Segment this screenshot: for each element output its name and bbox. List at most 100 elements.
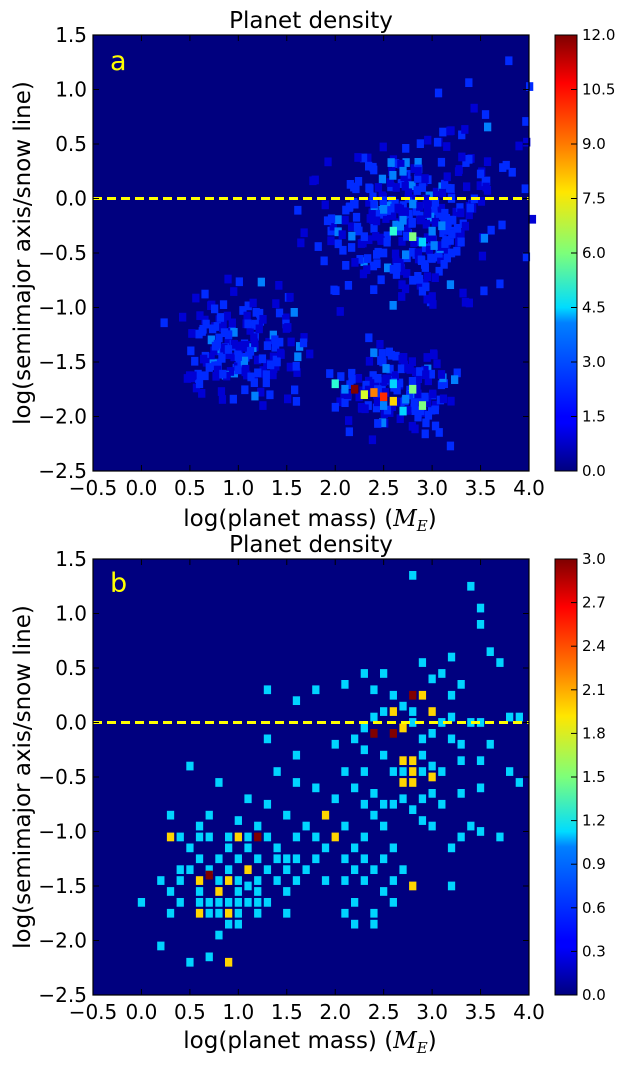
- heatmap-cell: [388, 402, 397, 412]
- heatmap-cell: [409, 718, 417, 727]
- heatmap-cell: [397, 159, 405, 169]
- heatmap-cell: [521, 184, 529, 194]
- heatmap-cell: [368, 208, 376, 218]
- heatmap-cell: [257, 277, 265, 287]
- heatmap-cell: [194, 369, 202, 379]
- colorbar-tick-label: 0.6: [582, 899, 606, 917]
- heatmap-cell: [446, 280, 455, 290]
- x-tick-label: 1.5: [271, 476, 303, 500]
- heatmap-cell: [195, 832, 204, 842]
- y-tick-label: −0.5: [38, 241, 87, 265]
- heatmap-cell: [336, 397, 344, 407]
- heatmap-cell: [441, 208, 449, 218]
- heatmap-cell: [383, 237, 391, 247]
- heatmap-cell: [392, 351, 400, 361]
- heatmap-cell: [418, 237, 427, 247]
- heatmap-cell: [399, 701, 407, 711]
- heatmap-cell: [389, 211, 397, 220]
- heatmap-cell: [438, 669, 446, 678]
- heatmap-cell: [400, 353, 408, 362]
- heatmap-cell: [456, 203, 464, 212]
- heatmap-cell: [424, 209, 432, 218]
- heatmap-cell: [263, 359, 271, 369]
- heatmap-cell: [229, 394, 237, 404]
- heatmap-cell: [405, 209, 413, 219]
- heatmap-cell: [363, 265, 371, 275]
- heatmap-cell: [348, 231, 356, 241]
- heatmap-cell: [195, 898, 204, 907]
- heatmap-cell: [176, 865, 184, 875]
- heatmap-cell: [399, 723, 407, 733]
- heatmap-cell: [254, 898, 262, 907]
- heatmap-cell: [435, 428, 443, 437]
- heatmap-cell: [402, 158, 410, 167]
- heatmap-cell: [380, 821, 388, 831]
- heatmap-cell: [418, 767, 427, 776]
- heatmap-cell: [418, 286, 427, 296]
- heatmap-cell: [383, 374, 392, 384]
- y-tick-label: 0.0: [55, 711, 87, 735]
- heatmap-cell: [240, 356, 249, 366]
- heatmap-cell: [399, 215, 407, 225]
- panel-b: Planet density b −0.5 0.0 0.5 1.0 1.5 2.0 2.5 3…: [10, 532, 606, 1057]
- heatmap-cell: [457, 832, 465, 842]
- y-tick-label: −1.0: [38, 296, 87, 320]
- heatmap-cell: [425, 245, 434, 255]
- colorbar-ticks: 12.0 10.5 9.0 7.5 6.0 4.5 3.0 1.5 0.0: [571, 26, 615, 480]
- heatmap-cell: [275, 281, 283, 290]
- heatmap-cell: [457, 739, 465, 749]
- heatmap-cell: [423, 272, 432, 282]
- heatmap-cell: [454, 167, 463, 177]
- heatmap-cell: [505, 56, 513, 66]
- heatmap-cell: [365, 356, 374, 366]
- heatmap-cell: [334, 215, 342, 225]
- heatmap-cell: [230, 352, 238, 362]
- heatmap-cell: [259, 401, 267, 410]
- heatmap-cell: [370, 285, 378, 295]
- heatmap-cell: [523, 137, 531, 147]
- heatmap-cell: [230, 368, 238, 378]
- heatmap-cell: [397, 266, 406, 276]
- heatmap-cell: [442, 214, 451, 223]
- heatmap-cell: [272, 341, 280, 351]
- heatmap-cell: [272, 299, 280, 309]
- x-tick-label: −0.5: [69, 476, 118, 500]
- heatmap-cell: [423, 233, 432, 243]
- heatmap-cell: [496, 832, 504, 842]
- heatmap-cell: [312, 854, 320, 864]
- heatmap-cell: [465, 78, 473, 88]
- heatmap-cell: [312, 783, 320, 793]
- heatmap-cell: [447, 126, 455, 136]
- heatmap-cell: [195, 887, 204, 896]
- heatmap-cell: [166, 832, 175, 842]
- heatmap-cell: [224, 345, 233, 354]
- heatmap-cell: [292, 876, 301, 885]
- heatmap-cell: [370, 810, 378, 820]
- heatmap-cell: [389, 729, 397, 738]
- colorbar-tick-label: 2.1: [582, 681, 606, 699]
- heatmap-cell: [345, 203, 353, 212]
- heatmap-cell: [224, 274, 232, 284]
- x-tick-label: 0.5: [174, 1000, 206, 1024]
- heatmap-cell: [199, 324, 207, 334]
- chart-title: Planet density: [229, 532, 393, 558]
- heatmap-cell: [465, 155, 473, 164]
- heatmap-cell: [348, 243, 356, 252]
- heatmap-cell: [244, 898, 252, 907]
- heatmap-cell: [351, 843, 359, 853]
- heatmap-cell: [283, 908, 291, 918]
- heatmap-cell: [254, 908, 262, 918]
- heatmap-cell: [273, 357, 281, 367]
- heatmap-cell: [437, 157, 446, 167]
- heatmap-cell: [374, 183, 383, 192]
- heatmap-cell: [215, 908, 223, 918]
- heatmap-cell: [266, 390, 274, 400]
- y-tick-label: −2.5: [38, 983, 87, 1007]
- heatmap-cell: [353, 222, 362, 232]
- heatmap-cell: [478, 251, 487, 261]
- heatmap-cell: [351, 199, 359, 209]
- heatmap-cell: [428, 254, 436, 263]
- heatmap-cell: [481, 110, 490, 119]
- heatmap-cell: [176, 898, 184, 907]
- heatmap-cell: [205, 870, 213, 880]
